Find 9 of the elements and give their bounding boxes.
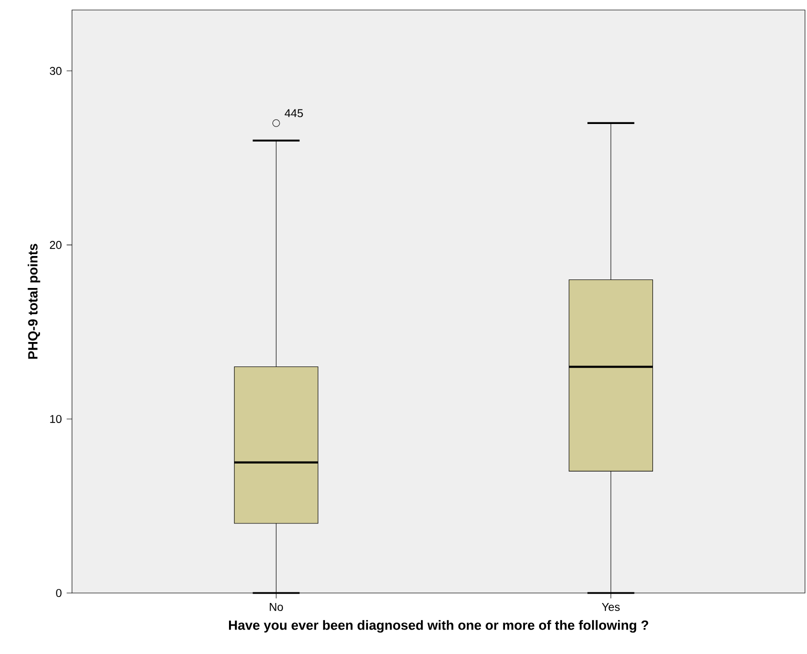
y-tick-label: 10 xyxy=(50,414,62,423)
y-tick-label: 0 xyxy=(56,588,62,598)
annotation: 445 xyxy=(284,109,303,118)
x-tick-label: Yes xyxy=(602,603,620,611)
y-axis-title: PHQ-9 total points xyxy=(28,244,40,359)
x-axis-title: Have you ever been diagnosed with one or more of the following ? xyxy=(229,620,648,633)
y-tick-label: 20 xyxy=(50,240,62,249)
x-tick-label: No xyxy=(270,603,283,611)
y-tick-label: 30 xyxy=(50,66,62,75)
